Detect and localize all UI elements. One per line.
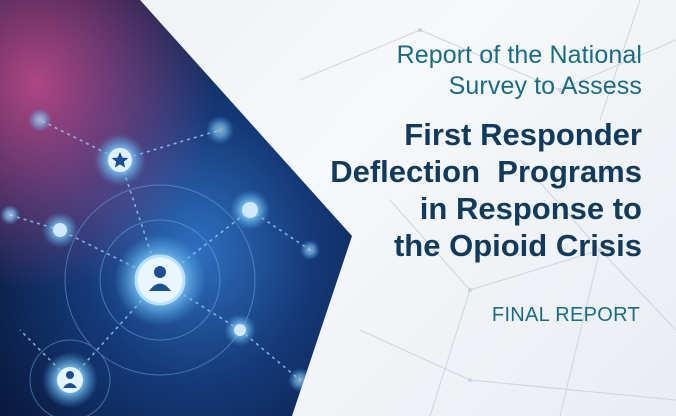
- report-subtitle: Report of the National Survey to Assess: [330, 40, 642, 102]
- user-icon: [149, 266, 171, 291]
- report-title: First Responder Deflection Programs in R…: [330, 116, 642, 264]
- subtitle-line: Report of the National: [396, 41, 642, 69]
- subtitle-line: Survey to Assess: [448, 72, 642, 100]
- title-line: First Responder: [404, 117, 642, 152]
- title-line: the Opioid Crisis: [393, 228, 642, 263]
- title-line: Deflection Programs: [330, 154, 642, 189]
- title-line: in Response to: [419, 191, 642, 226]
- user-icon: [63, 371, 77, 388]
- title-block: Report of the National Survey to Assess …: [330, 40, 642, 264]
- report-type-label: FINAL REPORT: [491, 304, 640, 326]
- star-icon: [111, 152, 129, 168]
